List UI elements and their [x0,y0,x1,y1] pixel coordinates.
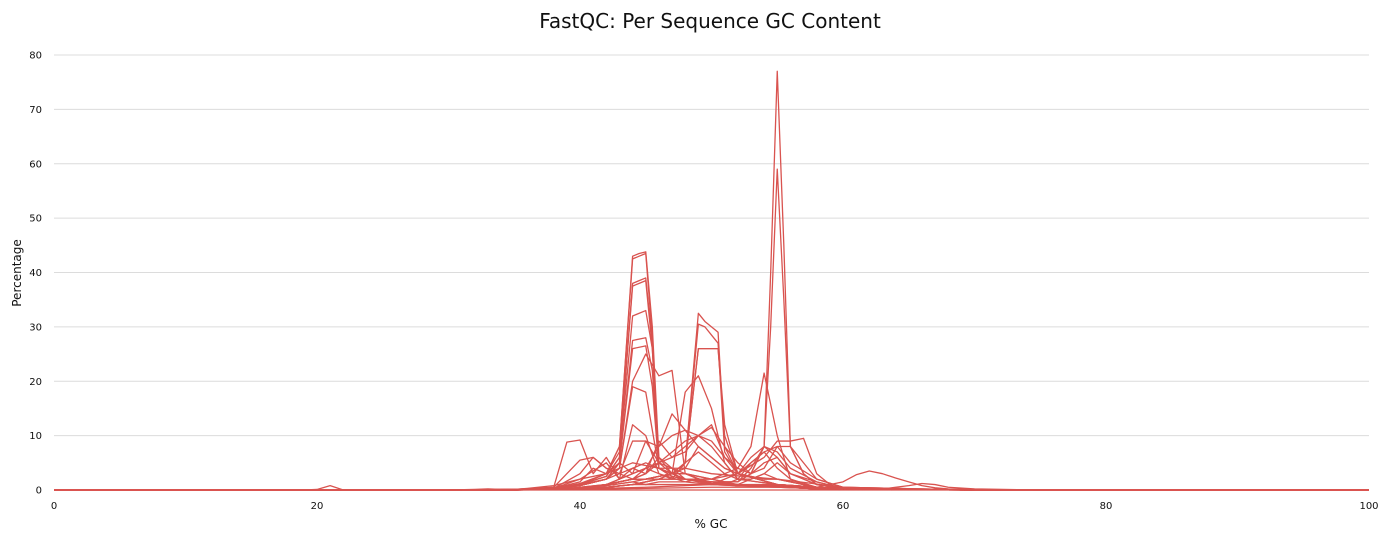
series-line-8 [54,345,1369,491]
y-tick-label: 40 [29,268,42,279]
series-line-27 [54,445,1369,491]
x-tick-label: 40 [574,501,587,512]
y-tick-label: 30 [29,322,42,333]
y-axis-label: Percentage [10,239,24,307]
x-tick-label: 0 [51,501,57,512]
x-axis-ticks: 0 20 40 60 80 100 [51,501,1379,512]
y-tick-label: 60 [29,159,42,170]
y-tick-label: 80 [29,51,42,62]
x-tick-label: 60 [837,501,850,512]
x-tick-label: 80 [1100,501,1113,512]
series-line-35 [54,462,1369,491]
series-lines [54,70,1369,491]
series-line-16 [54,347,1369,491]
y-axis-ticks: 0 10 20 30 40 50 60 70 80 [29,51,42,497]
series-line-12 [54,440,1369,491]
series-line-31 [54,429,1369,491]
y-tick-label: 70 [29,105,42,116]
series-line-26 [54,462,1369,491]
x-axis-label: % GC [695,517,728,531]
series-line-9 [54,353,1369,491]
y-tick-label: 50 [29,214,42,225]
series-line-10 [54,386,1369,491]
series-line-2 [54,251,1369,491]
y-tick-label: 10 [29,431,42,442]
x-tick-label: 100 [1359,501,1378,512]
series-line-28 [54,445,1369,491]
series-line-4 [54,280,1369,491]
series-line-22 [54,372,1369,491]
series-line-3 [54,252,1369,491]
series-line-7 [54,337,1369,491]
series-line-17 [54,375,1369,491]
series-line-19 [54,426,1369,491]
series-line-15 [54,347,1369,491]
y-tick-label: 20 [29,377,42,388]
y-tick-label: 0 [36,486,42,497]
chart-title: FastQC: Per Sequence GC Content [539,9,881,33]
grid-lines [54,54,1369,491]
x-tick-label: 20 [311,501,324,512]
